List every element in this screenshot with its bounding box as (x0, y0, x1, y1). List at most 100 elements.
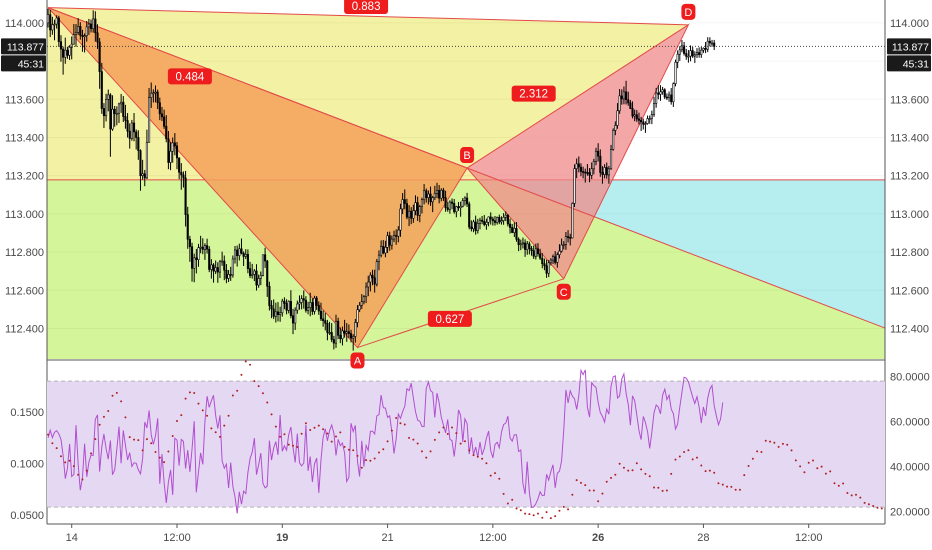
candle-body (708, 40, 711, 44)
rsi-dot (51, 442, 54, 445)
candle-body (201, 246, 204, 250)
candle (556, 252, 559, 268)
candle-body (208, 248, 211, 270)
candle-body (474, 221, 477, 231)
candle-body (410, 210, 413, 219)
candle (513, 222, 516, 237)
point-label-D[interactable]: D (681, 3, 696, 20)
candle-body (70, 43, 73, 48)
candle (541, 253, 544, 269)
candle-body (130, 122, 133, 139)
candle-body (444, 197, 447, 209)
rsi-dot (154, 451, 157, 453)
rsi-dot (743, 474, 746, 477)
rsi-dot (777, 445, 780, 448)
candle (141, 159, 144, 180)
candle (360, 294, 363, 309)
candle-body (627, 99, 630, 104)
point-label-text: D (684, 7, 692, 19)
candle (543, 258, 546, 271)
rsi-dot (541, 516, 544, 519)
candle (62, 46, 65, 75)
rsi-dot (322, 428, 325, 431)
candle (395, 229, 398, 245)
candle-body (601, 172, 604, 175)
candle-body (326, 322, 329, 333)
rsi-dot (562, 505, 565, 508)
candle (53, 19, 56, 41)
candle (356, 305, 359, 328)
candle (184, 170, 187, 227)
candle-body (279, 312, 282, 315)
candle-body (375, 261, 378, 285)
candle (227, 270, 230, 283)
candle-body (249, 268, 252, 276)
candle (392, 230, 396, 243)
candle (296, 300, 299, 314)
rsi-dot (382, 448, 385, 451)
candle-body (478, 219, 482, 224)
candle (268, 281, 271, 311)
point-label-C[interactable]: C (556, 283, 571, 300)
rsi-panel[interactable]: 80.0000 60.0000 40.0000 20.0000 0.1500 0.1000… (10, 360, 930, 523)
candle-body (648, 118, 651, 120)
ratio-label-0_627[interactable]: 0.627 (427, 310, 472, 327)
candle (620, 89, 623, 105)
candle (466, 192, 469, 207)
ratio-label-2_312-bg (511, 85, 556, 102)
ratio-label-0_883-bg (344, 0, 389, 14)
candle (693, 51, 696, 64)
rsi-dot (863, 501, 866, 504)
candle (558, 244, 561, 259)
candle-body (575, 163, 578, 169)
ratio-label-2_312[interactable]: 2.312 (511, 85, 556, 102)
candle (551, 254, 555, 264)
rsi-dot (549, 517, 552, 520)
candle-body (536, 248, 540, 255)
candle (64, 37, 67, 64)
rsi-dot (317, 424, 320, 427)
candle-body (53, 23, 56, 26)
candle-body (309, 302, 312, 308)
candle-body (672, 83, 675, 103)
candle (231, 255, 234, 278)
candle-body (652, 103, 656, 115)
candle (554, 251, 557, 265)
rsi-dot (377, 451, 380, 454)
ratio-label-0_883[interactable]: 0.883 (344, 0, 389, 14)
candle (569, 233, 572, 246)
ratio-label-0_484[interactable]: 0.484 (167, 68, 212, 85)
point-label-B[interactable]: B (460, 147, 475, 164)
candle (433, 185, 436, 200)
candle-body (704, 48, 707, 50)
rsi-dot (481, 457, 484, 460)
pattern-labels[interactable]: 0.484 0.627 2.312 0.883 A B C D (167, 0, 696, 369)
candle-body (182, 174, 185, 179)
candle-body (255, 270, 258, 286)
candle (281, 298, 284, 317)
candle-body (481, 219, 484, 222)
candle (622, 86, 625, 105)
candle-body (285, 303, 288, 311)
candle (706, 37, 709, 53)
candle (59, 35, 63, 62)
point-label-text: C (560, 287, 568, 299)
candle-body (128, 130, 131, 139)
candle (94, 11, 97, 42)
rsi-dot (313, 426, 316, 429)
candle-body (584, 171, 587, 174)
time-tick-label: 12:00 (795, 532, 823, 544)
rsi-dot (837, 484, 840, 487)
candle (309, 292, 312, 317)
candle (633, 109, 636, 122)
candle-body (622, 91, 625, 100)
rsi-dot (158, 456, 161, 459)
pattern-bcd-triangle[interactable] (466, 23, 690, 280)
candle (83, 33, 86, 53)
rsi-dot (206, 414, 209, 417)
candle (607, 165, 610, 184)
candle (178, 157, 181, 180)
point-label-A[interactable]: A (350, 352, 365, 369)
